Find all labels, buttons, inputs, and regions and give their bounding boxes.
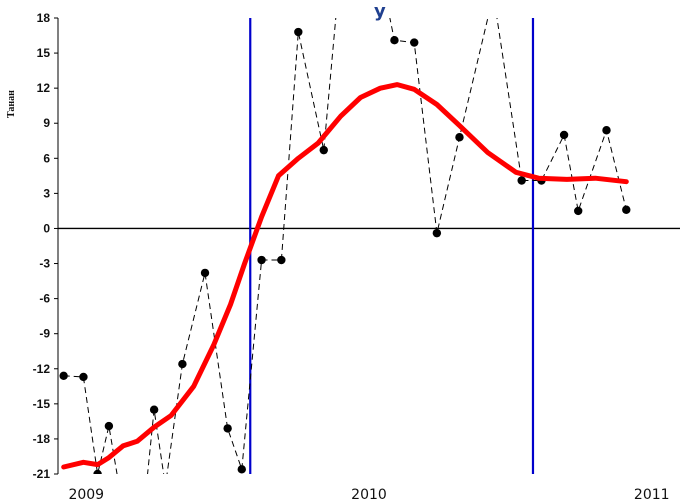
- y-tick-label: 18: [37, 11, 51, 25]
- y-tick-label: -3: [39, 257, 50, 271]
- data-point: [178, 359, 187, 369]
- data-point: [161, 481, 169, 489]
- data-point: [237, 465, 246, 474]
- data-point: [277, 255, 286, 265]
- data-point: [200, 268, 210, 278]
- chart-title-fragment: y: [374, 1, 386, 22]
- y-tick-label: -6: [39, 292, 50, 306]
- y-tick-label: 15: [37, 46, 51, 60]
- data-point: [79, 372, 88, 382]
- data-point: [257, 255, 266, 265]
- data-point: [390, 36, 399, 45]
- y-tick-label: -9: [39, 327, 50, 341]
- y-tick-label: -15: [33, 397, 51, 411]
- data-point: [59, 371, 68, 380]
- x-tick-label: 2010: [351, 487, 387, 503]
- plot-area: [59, 18, 631, 489]
- data-point: [602, 126, 611, 135]
- data-point: [574, 206, 583, 216]
- y-tick-label: 12: [37, 81, 51, 95]
- y-tick-label: 3: [43, 186, 50, 200]
- data-point: [517, 176, 526, 185]
- y-tick-label: 6: [43, 151, 50, 165]
- data-point: [432, 228, 442, 238]
- data-point: [294, 27, 303, 37]
- series-line: [63, 18, 627, 474]
- y-tick-label: -21: [33, 467, 51, 481]
- y-tick-label: -12: [33, 362, 51, 376]
- x-tick-label: 2011: [634, 487, 670, 503]
- data-point: [223, 424, 232, 433]
- data-point: [93, 469, 102, 474]
- data-point: [455, 133, 464, 142]
- data-point: [149, 405, 159, 414]
- x-tick-label: 2009: [68, 487, 104, 503]
- trend-line: [61, 82, 629, 470]
- y-tick-label: -18: [33, 432, 51, 446]
- data-point: [622, 205, 631, 214]
- y-tick-label: 9: [43, 116, 50, 130]
- y-axis-label: Танан: [6, 90, 17, 118]
- data-point: [559, 130, 569, 140]
- x-axis-ticks: 2009 2010 2011: [68, 487, 669, 503]
- data-point: [410, 38, 419, 47]
- data-point: [104, 421, 114, 431]
- y-axis-ticks: 18 15 12 9 6 3 0 -3 -6 -9 -12 -15 -18 -21: [33, 11, 58, 481]
- data-point: [319, 145, 328, 155]
- y-tick-label: 0: [43, 221, 50, 235]
